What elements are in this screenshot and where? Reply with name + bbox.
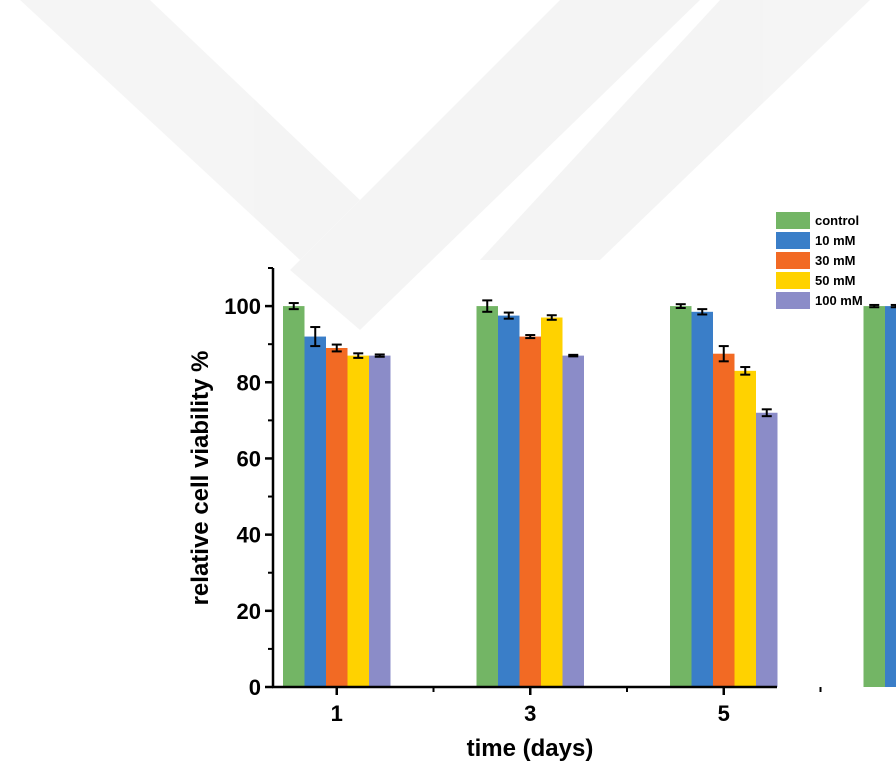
x-tick-label: 5 [718,701,730,726]
bar [713,353,735,687]
bar [369,355,391,687]
legend-swatch [776,212,810,229]
bar [541,317,563,687]
bar [347,355,369,687]
y-tick-label: 100 [224,294,261,319]
plot-area [283,299,896,687]
legend-label: 10 mM [815,233,855,248]
bar [476,306,498,687]
bar [885,306,896,687]
y-tick-label: 60 [237,446,261,471]
bar [756,412,778,687]
legend-swatch [776,252,810,269]
legend-swatch [776,292,810,309]
legend-label: 50 mM [815,273,855,288]
x-axis-title: time (days) [467,735,594,762]
bar [670,306,692,687]
y-tick-label: 0 [249,675,261,700]
bar [519,336,541,687]
bar [863,306,885,687]
bar [562,355,584,687]
axes: 0204060801001357 [224,267,822,726]
y-tick-label: 40 [237,523,261,548]
bar [304,336,326,687]
y-tick-label: 20 [237,599,261,624]
y-axis-title: relative cell viability % [187,351,214,606]
y-tick-label: 80 [237,370,261,395]
bar [326,347,348,687]
x-tick-label: 3 [524,701,536,726]
bar [283,306,305,687]
legend-swatch [776,272,810,289]
watermark [20,0,870,330]
legend: control 10 mM 30 mM 50 mM 100 mM [776,212,863,309]
legend-label: 30 mM [815,253,855,268]
legend-label: 100 mM [815,293,863,308]
legend-swatch [776,232,810,249]
bar [498,315,520,687]
x-tick-label: 1 [331,701,343,726]
bar [691,311,713,687]
legend-label: control [815,213,859,228]
bar [734,370,756,687]
